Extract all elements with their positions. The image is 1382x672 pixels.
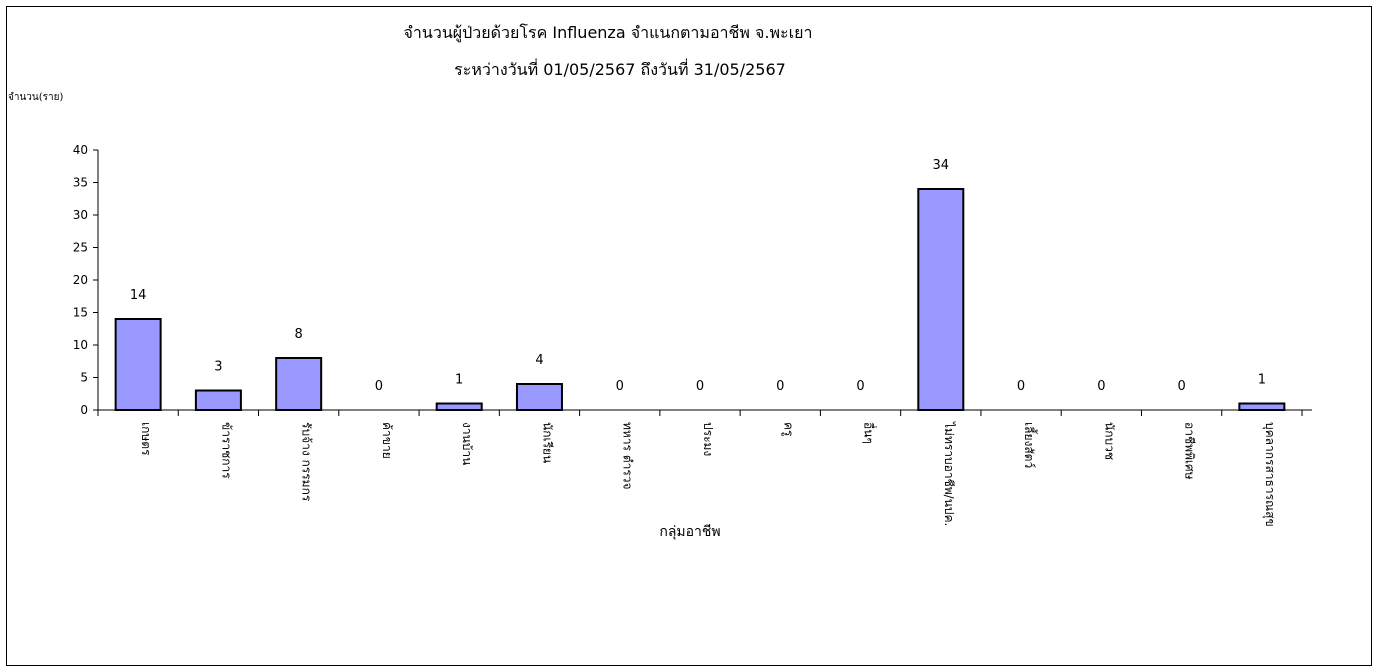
data-label: 34 [933,158,950,173]
bar [1239,404,1284,411]
category-label: นักเรียน [540,422,554,463]
data-label: 1 [455,373,463,388]
bar [437,404,482,411]
category-label: เลี้ยงสัตว์ [1022,422,1038,468]
data-label: 0 [616,379,624,394]
chart-subtitle: ระหว่างวันที่ 01/05/2567 ถึงวันที่ 31/05… [454,58,786,79]
y-tick-label: 5 [80,371,88,385]
data-label: 0 [1097,379,1105,394]
chart-title: จำนวนผู้ป่วยด้วยโรค Influenza จำแนกตามอา… [404,23,813,43]
y-tick-label: 40 [73,143,88,157]
bar [918,189,963,410]
bar [116,319,161,410]
bar [276,358,321,410]
data-label: 14 [130,288,147,303]
data-label: 0 [1177,379,1185,394]
bar [517,384,562,410]
category-label: บุคลากรสาธารณสุข [1262,422,1277,527]
y-tick-label: 10 [73,338,88,352]
category-label: เกษตร [139,422,153,456]
data-label: 8 [295,327,303,342]
category-label: ทหาร ตำรวจ [621,422,635,490]
data-label: 1 [1258,373,1266,388]
category-label: อื่นๆ [862,422,878,444]
category-label: งานบ้าน [460,422,474,465]
category-label: อาชีพพิเศษ [1183,422,1197,480]
y-tick-label: 25 [73,241,88,255]
category-label: นักบวช [1102,422,1116,460]
x-axis-label: กลุ่มอาชีพ [659,524,720,540]
y-tick-label: 20 [73,273,88,287]
category-label: ค้าขาย [380,422,394,459]
category-label: ประมง [701,422,715,456]
data-label: 0 [696,379,704,394]
y-tick-label: 30 [73,208,88,222]
plot-area: 051015202530354014เกษตร3ข้าราชการ8รับจ้า… [73,143,1312,527]
y-tick-label: 0 [80,403,88,417]
category-label: ครู [780,422,795,437]
data-label: 0 [856,379,864,394]
y-tick-label: 35 [73,176,88,190]
bar [196,391,241,411]
y-tick-label: 15 [73,306,88,320]
data-label: 0 [375,379,383,394]
category-label: รับจ้าง กรรมกร [300,422,314,502]
category-label: ไม่ทราบอาชีพ/นปค. [942,421,956,526]
data-label: 4 [535,353,543,368]
data-label: 3 [214,360,222,375]
category-label: ข้าราชการ [219,422,233,479]
data-label: 0 [776,379,784,394]
y-axis-label: จำนวน(ราย) [8,92,64,103]
data-label: 0 [1017,379,1025,394]
